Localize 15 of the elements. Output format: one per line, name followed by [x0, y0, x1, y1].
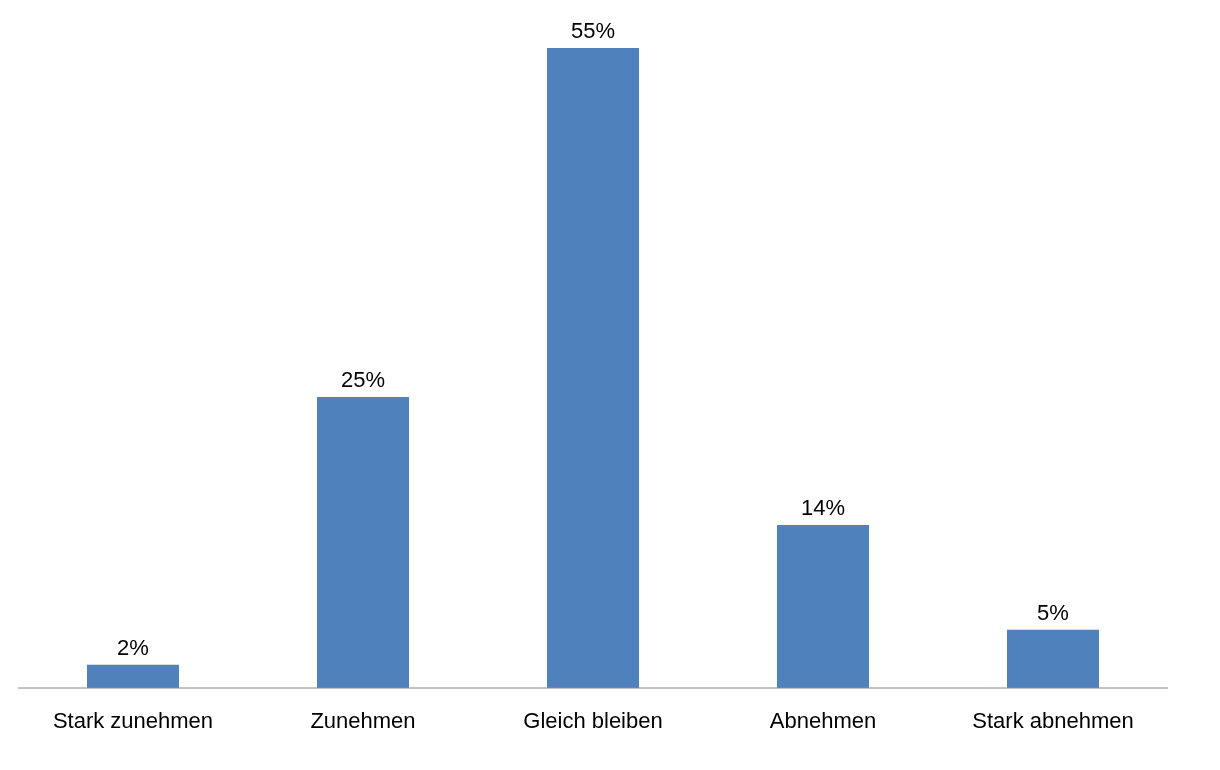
bar — [87, 664, 179, 688]
bar — [1007, 629, 1099, 688]
bar — [317, 397, 409, 688]
bar — [777, 525, 869, 688]
data-label: 5% — [1037, 599, 1069, 625]
data-label: 55% — [570, 18, 616, 43]
x-tick-label: Stark zunehmen — [52, 707, 214, 733]
bar — [547, 48, 639, 688]
x-tick-label: Zunehmen — [310, 707, 416, 733]
data-label: 14% — [800, 495, 846, 521]
data-label: 2% — [117, 634, 149, 660]
data-label: 25% — [340, 367, 386, 393]
x-tick-label: Abnehmen — [769, 707, 877, 733]
x-tick-label: Gleich bleiben — [523, 707, 663, 733]
x-tick-label: Stark abnehmen — [972, 707, 1134, 733]
